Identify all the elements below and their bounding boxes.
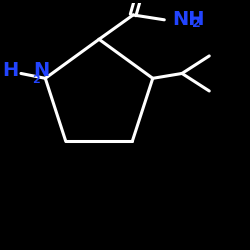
Text: N: N (34, 61, 50, 80)
Text: 2: 2 (192, 17, 200, 30)
Text: 2: 2 (32, 76, 40, 86)
Text: H: H (2, 61, 18, 80)
Text: NH: NH (172, 10, 204, 29)
